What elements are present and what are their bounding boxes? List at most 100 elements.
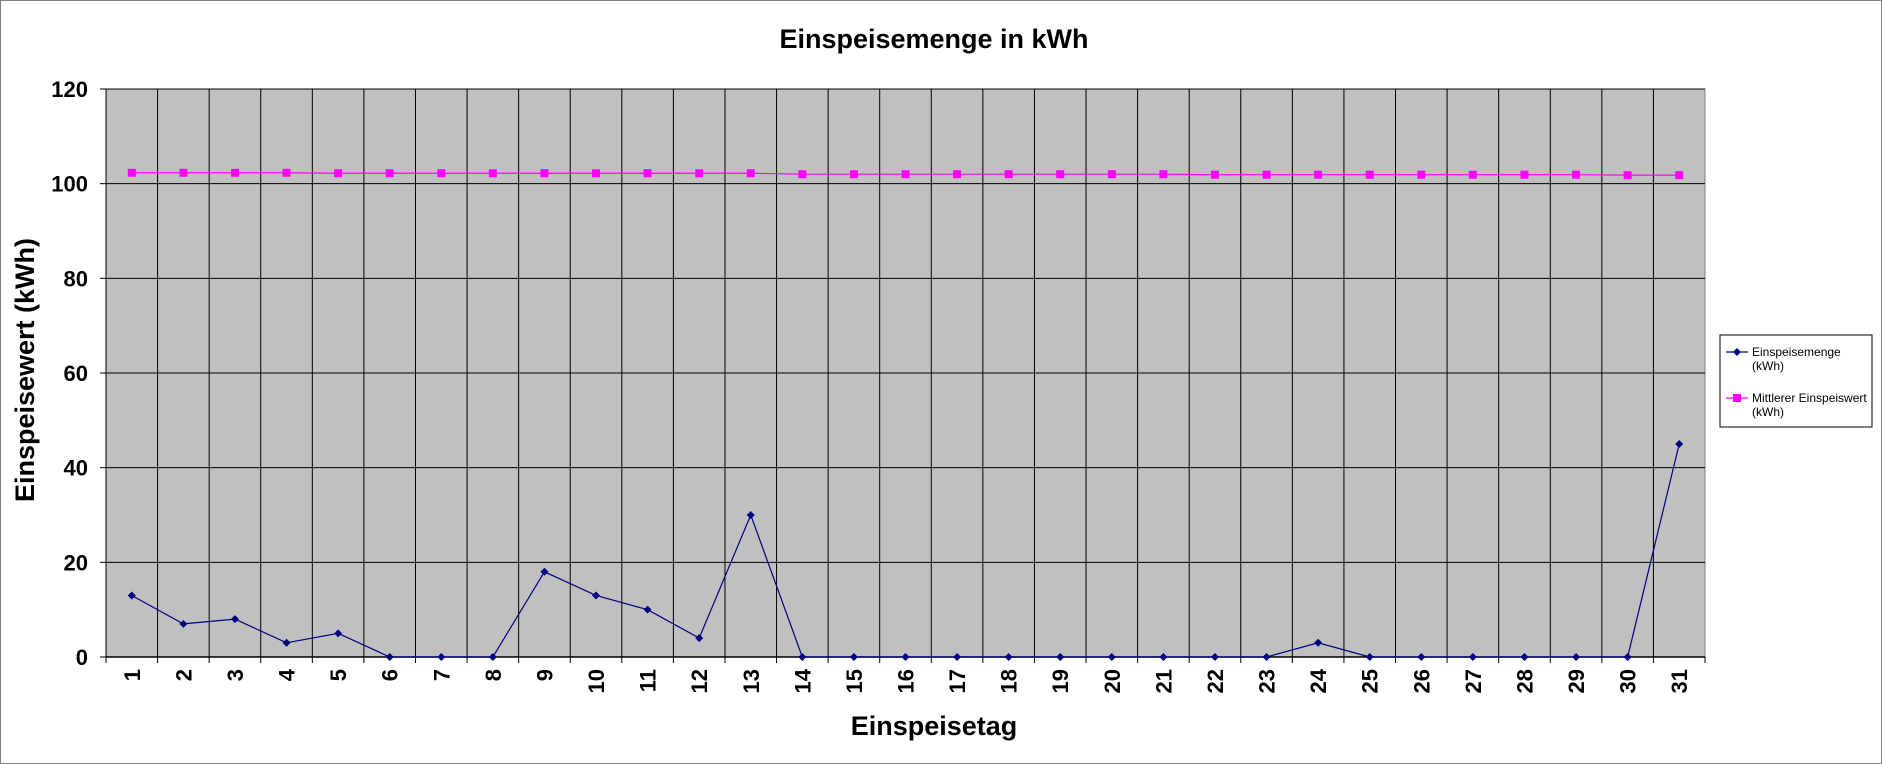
x-tick-label: 29 — [1564, 669, 1589, 693]
x-tick-label: 16 — [894, 669, 919, 693]
data-point-diamond — [1520, 653, 1529, 661]
data-point-diamond — [1572, 653, 1581, 661]
x-tick-label: 8 — [481, 669, 506, 681]
series-1 — [127, 440, 1684, 661]
x-tick-label: 22 — [1203, 669, 1228, 693]
data-point-square — [1572, 170, 1581, 179]
data-point-square — [1262, 170, 1271, 179]
y-tick-label: 120 — [51, 77, 88, 102]
y-tick-labels: 0 20 40 60 80 100 120 — [51, 77, 88, 670]
x-tick-label: 11 — [636, 669, 661, 692]
data-point-diamond — [1675, 440, 1684, 448]
x-tick-label: 4 — [275, 668, 300, 681]
y-tick-label: 20 — [64, 550, 88, 575]
data-point-diamond — [1004, 653, 1013, 661]
x-tick-label: 15 — [842, 669, 867, 693]
legend-marker-square — [1733, 394, 1741, 402]
gridlines — [100, 88, 1706, 663]
x-tick-label: 12 — [687, 669, 712, 693]
data-point-diamond — [179, 619, 188, 628]
series-layer — [127, 168, 1684, 661]
data-point-diamond — [385, 653, 394, 661]
data-point-square — [230, 168, 239, 177]
data-point-square — [849, 170, 858, 179]
legend-label: (kWh) — [1752, 359, 1784, 373]
data-point-diamond — [643, 605, 652, 614]
data-point-square — [901, 170, 910, 179]
data-point-diamond — [437, 653, 446, 661]
data-point-square — [1210, 170, 1219, 179]
x-tick-label: 19 — [1048, 669, 1073, 693]
x-tick-label: 10 — [584, 669, 609, 693]
data-point-square — [1056, 170, 1065, 179]
x-tick-label: 25 — [1358, 669, 1383, 693]
x-tick-label: 18 — [997, 669, 1022, 693]
data-point-square — [746, 169, 755, 178]
data-point-diamond — [953, 653, 962, 661]
x-tick-label: 13 — [739, 669, 764, 693]
legend-item-1: Einspeisemenge(kWh) — [1726, 345, 1841, 373]
x-tick-label: 2 — [171, 669, 196, 681]
data-point-square — [1314, 170, 1323, 179]
y-tick-label: 80 — [64, 266, 88, 291]
data-point-square — [798, 170, 807, 179]
x-axis-title: Einspeisetag — [851, 711, 1018, 741]
data-point-square — [1107, 170, 1116, 179]
data-point-square — [385, 169, 394, 178]
x-tick-label: 27 — [1461, 669, 1486, 693]
y-axis-title: Einspeisewert (kWh) — [10, 238, 40, 502]
data-point-diamond — [592, 591, 601, 600]
data-point-diamond — [1262, 653, 1271, 661]
legend-box — [1719, 334, 1873, 428]
x-tick-label: 6 — [378, 669, 403, 681]
x-tick-label: 14 — [790, 668, 815, 693]
data-point-square — [282, 168, 291, 177]
series-2 — [127, 168, 1684, 180]
y-tick-label: 0 — [76, 645, 88, 670]
data-point-diamond — [127, 591, 136, 600]
data-point-diamond — [849, 653, 858, 661]
x-tick-label: 5 — [326, 669, 351, 681]
data-point-diamond — [1107, 653, 1116, 661]
x-tick-label: 20 — [1100, 669, 1125, 693]
data-point-diamond — [901, 653, 910, 661]
data-point-square — [1004, 170, 1013, 179]
chart-title: Einspeisemenge in kWh — [779, 24, 1088, 54]
data-point-diamond — [1314, 638, 1323, 647]
x-tick-label: 21 — [1151, 669, 1176, 693]
x-tick-label: 3 — [223, 669, 248, 681]
x-tick-label: 30 — [1616, 669, 1641, 693]
data-point-diamond — [230, 615, 239, 624]
data-point-square — [179, 168, 188, 177]
data-point-square — [334, 169, 343, 178]
legend-marker-diamond — [1733, 348, 1741, 356]
data-point-diamond — [1210, 653, 1219, 661]
x-tick-label: 23 — [1255, 669, 1280, 693]
data-point-square — [592, 169, 601, 178]
data-point-square — [695, 169, 704, 178]
data-point-diamond — [488, 653, 497, 661]
data-point-diamond — [540, 567, 549, 576]
x-tick-label: 26 — [1409, 669, 1434, 693]
data-point-diamond — [1468, 653, 1477, 661]
legend-label: Einspeisemenge — [1752, 345, 1841, 359]
data-point-square — [953, 170, 962, 179]
x-tick-label: 17 — [945, 669, 970, 693]
data-point-square — [1468, 170, 1477, 179]
data-point-diamond — [1623, 653, 1632, 661]
data-point-square — [1417, 170, 1426, 179]
data-point-square — [1675, 171, 1684, 180]
x-tick-label: 31 — [1667, 669, 1692, 693]
data-point-square — [1159, 170, 1168, 179]
data-point-square — [540, 169, 549, 178]
data-point-diamond — [746, 511, 755, 519]
legend-label: (kWh) — [1752, 405, 1784, 419]
y-tick-label: 100 — [51, 172, 88, 197]
y-tick-label: 60 — [64, 361, 88, 386]
data-point-diamond — [798, 653, 807, 661]
data-point-diamond — [282, 638, 291, 647]
data-point-square — [488, 169, 497, 178]
x-tick-labels: 1 2 3 4 5 6 7 8 9 10 11 12 13 14 15 16 17 18 19 20 21 22 23 24 2… — [120, 668, 1692, 693]
data-point-diamond — [1417, 653, 1426, 661]
